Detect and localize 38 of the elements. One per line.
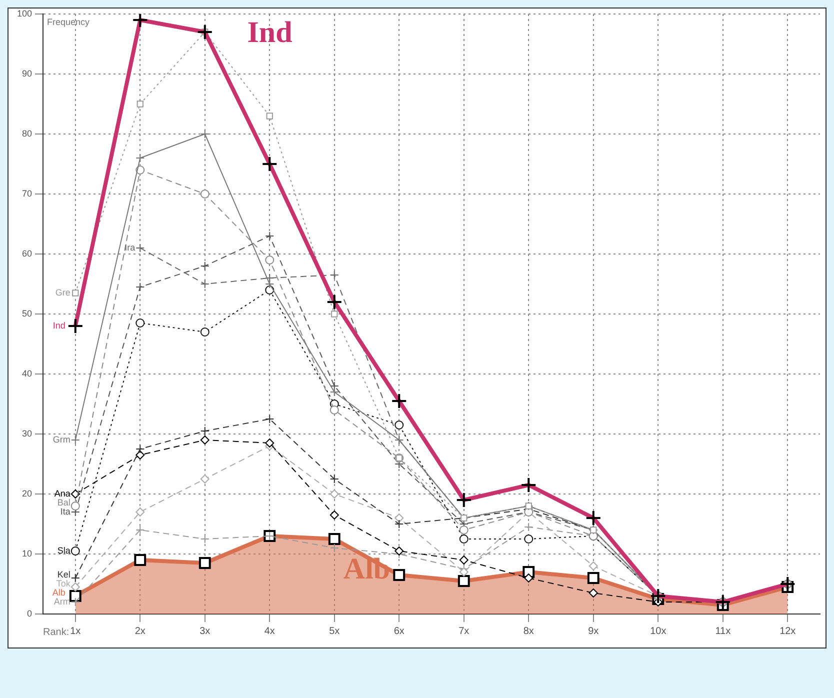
x-tick-label: 6x	[394, 626, 404, 637]
y-tick-label: 100	[16, 8, 32, 18]
series-label: Sla	[57, 545, 70, 556]
x-tick-label: 1x	[70, 626, 81, 637]
y-tick-label: 70	[22, 188, 32, 198]
y-tick-label: 40	[22, 368, 32, 378]
y-tick-label: 20	[22, 488, 32, 498]
y-tick-label: 60	[22, 248, 32, 258]
x-axis-title: Rank:	[43, 626, 70, 638]
series-label: Ira	[124, 242, 136, 252]
series-label: Tok	[56, 578, 71, 588]
x-tick-label: 11x	[715, 626, 731, 637]
text: Ind	[247, 16, 292, 49]
x-tick-label: 7x	[458, 626, 470, 637]
y-axis-title: Frequency	[47, 16, 90, 27]
y-tick-label: 10	[22, 548, 32, 558]
series-label: Arm	[54, 596, 70, 606]
y-tick-label: 90	[22, 68, 32, 78]
x-tick-label: 10x	[650, 626, 666, 637]
x-tick-label: 12x	[780, 626, 796, 637]
y-tick-label: 30	[22, 428, 32, 438]
x-tick-label: 3x	[200, 626, 210, 637]
x-tick-label: 4x	[264, 626, 275, 637]
text: Alb	[52, 587, 66, 598]
series-label: Gre	[55, 287, 70, 298]
series-label: Ind	[52, 320, 66, 330]
series-label: Ita	[60, 506, 70, 516]
series-label: Bal	[57, 497, 70, 508]
x-tick-label: 8x	[523, 626, 534, 637]
x-tick-label: 5x	[329, 626, 340, 637]
y-tick-label: 80	[22, 128, 32, 138]
series-label: Kel	[57, 569, 70, 580]
x-tick-label: 2x	[134, 626, 146, 637]
y-tick-label: 0	[27, 608, 32, 618]
series-label: Ana	[54, 488, 70, 498]
series-label: Grm	[52, 434, 70, 444]
y-tick-label: 50	[22, 308, 32, 318]
x-tick-label: 9x	[588, 626, 599, 637]
